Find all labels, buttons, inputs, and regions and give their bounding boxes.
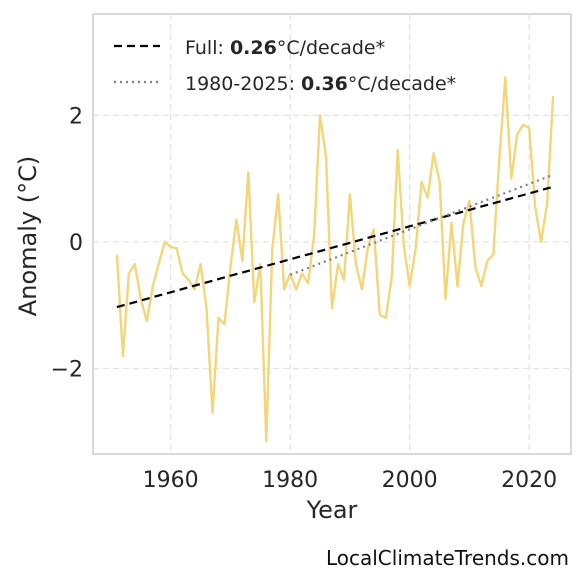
x-axis-label: Year — [306, 496, 358, 524]
series-line-trend-full — [116, 185, 554, 309]
plot-area — [92, 13, 572, 455]
y-axis-label: Anomaly (°C) — [14, 156, 42, 316]
x-tick-label: 1960 — [143, 468, 199, 493]
legend-label-full: Full: 0.26°C/decade* — [185, 37, 385, 59]
grid — [93, 14, 571, 454]
legend-label-recent: 1980-2025: 0.36°C/decade* — [185, 73, 456, 95]
x-ticks: 1960 1980 2000 2020 — [143, 468, 557, 493]
legend-recent-prefix: 1980-2025: — [185, 73, 301, 95]
legend-full-value: 0.26 — [230, 37, 277, 59]
site-credit: LocalClimateTrends.com — [325, 546, 569, 570]
y-tick-label: 0 — [69, 231, 83, 256]
legend: Full: 0.26°C/decade* 1980-2025: 0.36°C/d… — [114, 37, 456, 95]
legend-full-suffix: °C/decade* — [277, 37, 385, 59]
x-tick-label: 2000 — [382, 468, 438, 493]
data-lines — [115, 76, 555, 443]
y-tick-label: −2 — [51, 358, 83, 383]
x-tick-label: 1980 — [262, 468, 318, 493]
series-line-trend-recent — [289, 173, 554, 276]
y-tick-label: 2 — [69, 104, 83, 129]
legend-recent-value: 0.36 — [301, 73, 348, 95]
y-ticks: −2 0 2 — [51, 104, 83, 382]
legend-recent-suffix: °C/decade* — [348, 73, 456, 95]
legend-full-prefix: Full: — [185, 37, 230, 59]
series-line-observed — [115, 76, 555, 443]
x-tick-label: 2020 — [501, 468, 557, 493]
